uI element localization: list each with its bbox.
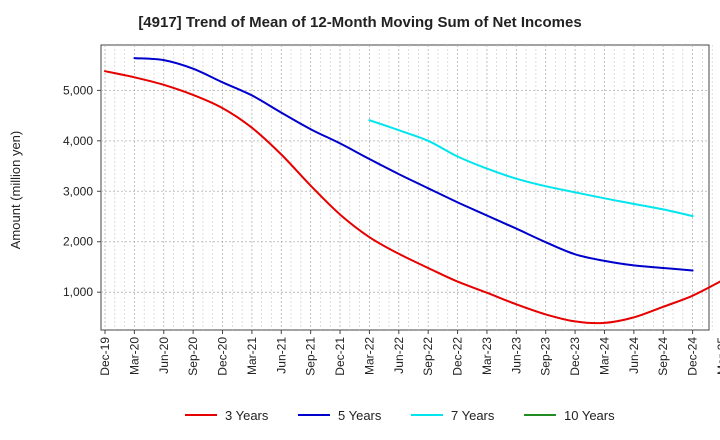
legend-label: 10 Years — [564, 408, 615, 423]
x-tick-label: Mar-22 — [362, 337, 376, 375]
y-tick-label: 4,000 — [63, 134, 93, 148]
y-tick-label: 1,000 — [63, 285, 93, 299]
y-tick-label: 3,000 — [63, 184, 93, 198]
legend-label: 3 Years — [225, 408, 269, 423]
x-tick-label: Mar-21 — [245, 337, 259, 375]
x-tick-label: Dec-22 — [451, 337, 465, 376]
x-tick-label: Dec-19 — [98, 337, 112, 376]
x-tick-label: Sep-22 — [421, 337, 435, 376]
y-tick-label: 5,000 — [63, 83, 93, 97]
x-tick-label: Mar-20 — [127, 337, 141, 375]
x-tick-label: Mar-25 — [715, 337, 720, 375]
x-tick-label: Sep-21 — [304, 337, 318, 376]
x-tick-label: Sep-24 — [656, 337, 670, 376]
x-tick-label: Mar-24 — [597, 337, 611, 375]
x-tick-label: Jun-22 — [392, 337, 406, 374]
series-lines — [104, 57, 720, 325]
x-tick-label: Jun-20 — [157, 337, 171, 374]
y-axis-title: Amount (million yen) — [8, 131, 23, 250]
x-tick-label: Dec-23 — [568, 337, 582, 376]
x-axis-ticks: Dec-19 Mar-20 Jun-20 Sep-20 Dec-20 Mar-21 Jun-… — [98, 330, 720, 376]
x-tick-label: Dec-24 — [686, 337, 700, 376]
x-tick-label: Mar-23 — [480, 337, 494, 375]
x-tick-label: Sep-23 — [539, 337, 553, 376]
series-line-3 — [368, 119, 694, 217]
y-axis-ticks: 1,000 2,000 3,000 4,000 5,000 — [63, 83, 101, 299]
plot-area — [100, 44, 710, 331]
series-line-2 — [133, 57, 694, 272]
legend-label: 7 Years — [451, 408, 495, 423]
legend-label: 5 Years — [338, 408, 382, 423]
x-tick-label: Sep-20 — [186, 337, 200, 376]
x-tick-label: Dec-21 — [333, 337, 347, 376]
chart-title: [4917] Trend of Mean of 12-Month Moving … — [138, 14, 582, 31]
x-tick-label: Jun-24 — [627, 337, 641, 374]
x-tick-label: Jun-21 — [274, 337, 288, 374]
x-tick-label: Jun-23 — [509, 337, 523, 374]
x-tick-label: Dec-20 — [216, 337, 230, 376]
series-line-1 — [104, 70, 720, 325]
legend: 3 Years 5 Years 7 Years 10 Years — [185, 408, 615, 423]
y-tick-label: 2,000 — [63, 235, 93, 249]
